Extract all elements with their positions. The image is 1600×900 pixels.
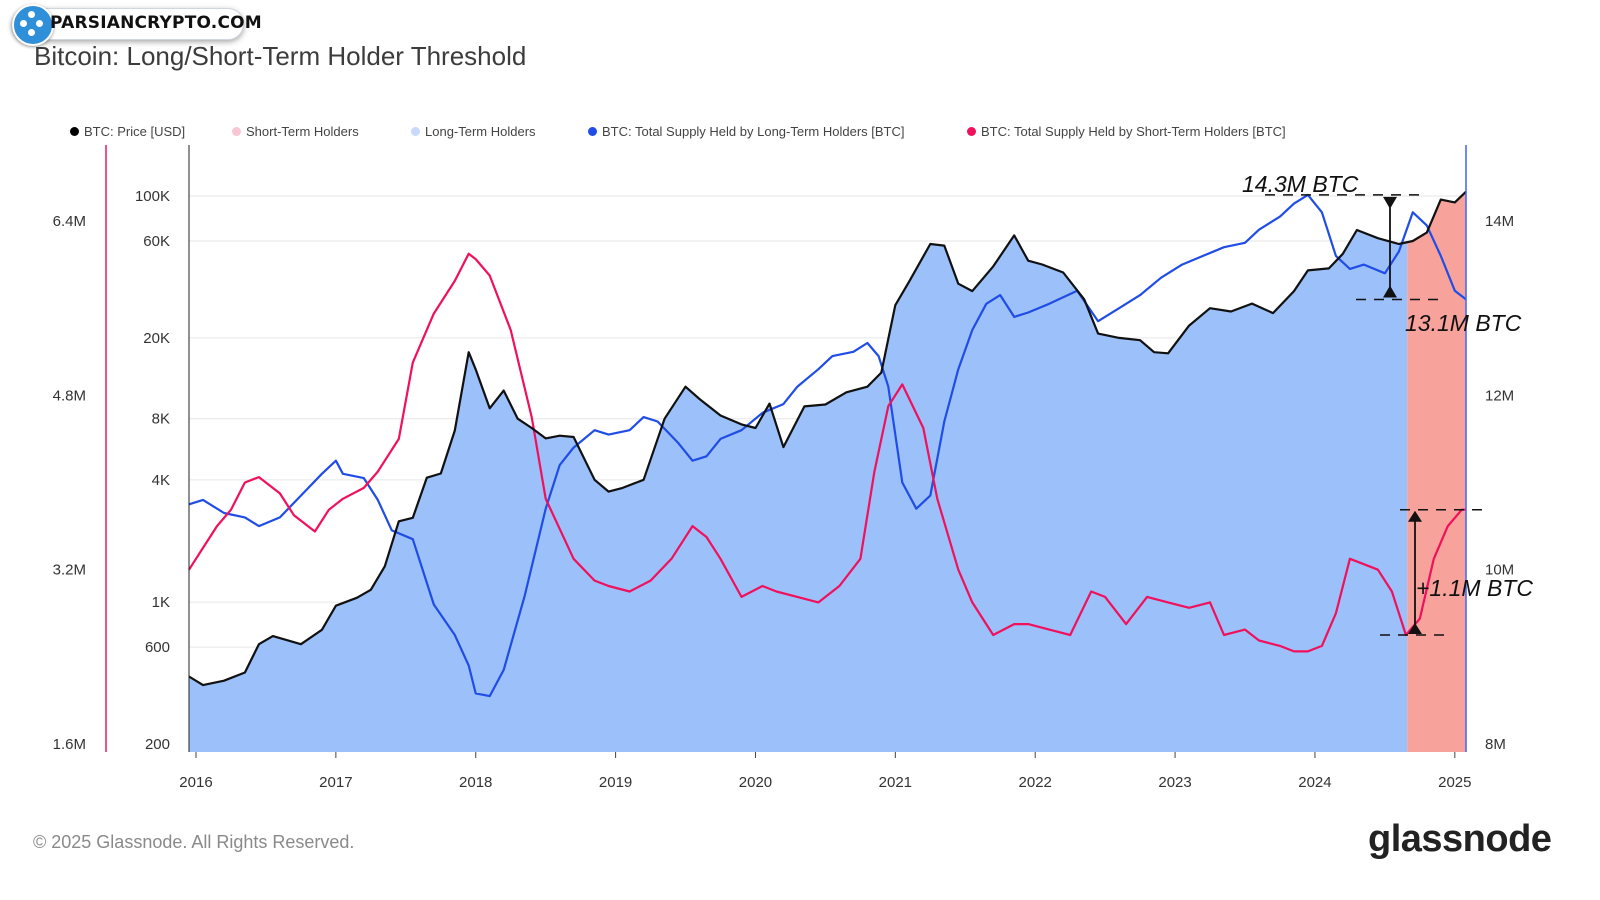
price-tick-label: 100K xyxy=(135,188,170,205)
x-tick-label: 2021 xyxy=(879,774,912,791)
copyright-text: © 2025 Glassnode. All Rights Reserved. xyxy=(33,832,355,852)
regime-areas xyxy=(189,191,1466,752)
sth-rise-arrow-head-top xyxy=(1408,510,1422,522)
annotations: 14.3M BTC 13.1M BTC +1.1M BTC xyxy=(1242,171,1533,636)
legend-label-lth-supply: BTC: Total Supply Held by Long-Term Hold… xyxy=(602,124,905,139)
series-lines xyxy=(188,190,1467,698)
chart-title: Bitcoin: Long/Short-Term Holder Threshol… xyxy=(34,41,527,71)
legend-dot-lth-area xyxy=(411,127,420,136)
lth-peak-label: 14.3M BTC xyxy=(1242,171,1359,197)
legend-label-sth-area: Short-Term Holders xyxy=(246,124,359,139)
legend-item-sth-area[interactable]: Short-Term Holders xyxy=(232,124,359,139)
price-tick-label: 200 xyxy=(145,736,170,753)
axes: 2016 2017 2018 2019 2020 2021 2022 2023 2024 2025… xyxy=(53,145,1514,791)
legend-item-lth-supply[interactable]: BTC: Total Supply Held by Long-Term Hold… xyxy=(588,124,905,139)
legend-label-lth-area: Long-Term Holders xyxy=(425,124,536,139)
price-tick-label: 8K xyxy=(152,411,170,428)
watermark-text: PARSIANCRYPTO.COM xyxy=(50,13,262,33)
x-tick-label: 2024 xyxy=(1298,774,1331,791)
sth-change-label: +1.1M BTC xyxy=(1416,575,1533,601)
x-tick-label: 2020 xyxy=(739,774,772,791)
sth-rise-arrow-head-bottom xyxy=(1408,623,1422,635)
legend-label-price: BTC: Price [USD] xyxy=(84,124,186,139)
lth-axis-tick-label: 8M xyxy=(1485,736,1506,753)
sth-supply-line xyxy=(188,252,1466,653)
price-tick-label: 60K xyxy=(143,233,170,250)
legend-dot-price xyxy=(70,127,79,136)
sth-axis-tick-label: 3.2M xyxy=(53,562,86,579)
lth-drop-arrow-head-bottom xyxy=(1383,285,1397,298)
legend-label-sth-supply: BTC: Total Supply Held by Short-Term Hol… xyxy=(981,124,1286,139)
legend-item-price[interactable]: BTC: Price [USD] xyxy=(70,124,185,139)
x-tick-label: 2018 xyxy=(459,774,492,791)
x-tick-label: 2022 xyxy=(1019,774,1052,791)
legend-item-sth-supply[interactable]: BTC: Total Supply Held by Short-Term Hol… xyxy=(967,124,1286,139)
price-tick-label: 4K xyxy=(152,472,170,489)
x-tick-label: 2016 xyxy=(179,774,212,791)
lth-supply-line xyxy=(188,193,1467,698)
lth-drop-arrow-head-top xyxy=(1383,196,1397,209)
sth-axis-tick-label: 1.6M xyxy=(53,736,86,753)
legend-item-lth-area[interactable]: Long-Term Holders xyxy=(411,124,536,139)
lth-now-label: 13.1M BTC xyxy=(1405,310,1522,336)
price-line xyxy=(188,190,1467,687)
sth-axis-tick-label: 4.8M xyxy=(53,387,86,404)
x-tick-label: 2025 xyxy=(1438,774,1471,791)
price-tick-label: 1K xyxy=(152,594,170,611)
x-tick-label: 2023 xyxy=(1158,774,1191,791)
sth-axis-tick-label: 6.4M xyxy=(53,213,86,230)
parsiancrypto-logo-icon xyxy=(12,4,54,46)
lth-axis-tick-label: 12M xyxy=(1485,387,1514,404)
glassnode-logo: glassnode xyxy=(1368,818,1552,860)
lth-axis-tick-label: 10M xyxy=(1485,562,1514,579)
price-tick-label: 20K xyxy=(143,330,170,347)
legend-dot-sth-area xyxy=(232,127,241,136)
x-tick-label: 2017 xyxy=(319,774,352,791)
legend-dot-sth-supply xyxy=(967,127,976,136)
sth-regime-area xyxy=(1407,191,1466,752)
lth-regime-area xyxy=(189,230,1408,752)
x-tick-label: 2019 xyxy=(599,774,632,791)
lth-axis-tick-label: 14M xyxy=(1485,213,1514,230)
price-tick-label: 600 xyxy=(145,639,170,656)
legend-dot-lth-supply xyxy=(588,127,597,136)
